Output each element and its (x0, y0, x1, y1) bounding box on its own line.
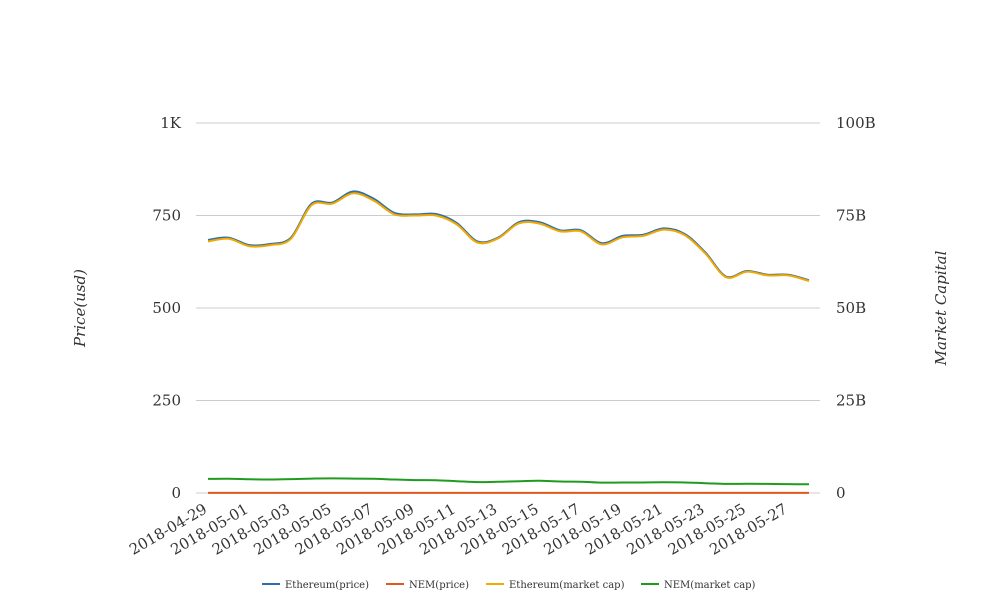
x-axis-ticks: 2018-04-292018-05-012018-05-032018-05-05… (126, 500, 790, 559)
left-tick-label: 500 (152, 299, 181, 317)
left-tick-label: 1K (160, 114, 182, 132)
right-axis-title: Market Capital (932, 250, 950, 366)
right-axis-ticks: 0 25B 50B 75B 100B (836, 114, 876, 502)
right-tick-label: 25B (836, 392, 866, 410)
legend-label-nem-market-cap: NEM(market cap) (664, 580, 756, 591)
right-tick-label: 50B (836, 299, 866, 317)
series-line-ethereum-price (207, 190, 810, 282)
left-axis-ticks: 0 250 500 750 1K (152, 114, 181, 502)
left-tick-label: 750 (152, 207, 181, 225)
legend: Ethereum(price) NEM(price) Ethereum(market… (262, 580, 756, 591)
grid-layer (196, 122, 820, 494)
legend-label-ethereum-market-cap: Ethereum(market cap) (509, 580, 625, 591)
right-tick-label: 0 (836, 484, 846, 502)
right-tick-label: 100B (836, 114, 876, 132)
right-tick-label: 75B (836, 207, 866, 225)
series-line-ethereum-market-cap (207, 192, 810, 282)
legend-label-nem-price: NEM(price) (409, 580, 469, 591)
left-tick-label: 250 (152, 392, 181, 410)
left-axis-title: Price(usd) (71, 269, 89, 348)
series-line-nem-market-cap (207, 477, 810, 486)
series-layer (207, 190, 810, 494)
left-tick-label: 0 (171, 484, 181, 502)
legend-label-ethereum-price: Ethereum(price) (285, 580, 369, 591)
